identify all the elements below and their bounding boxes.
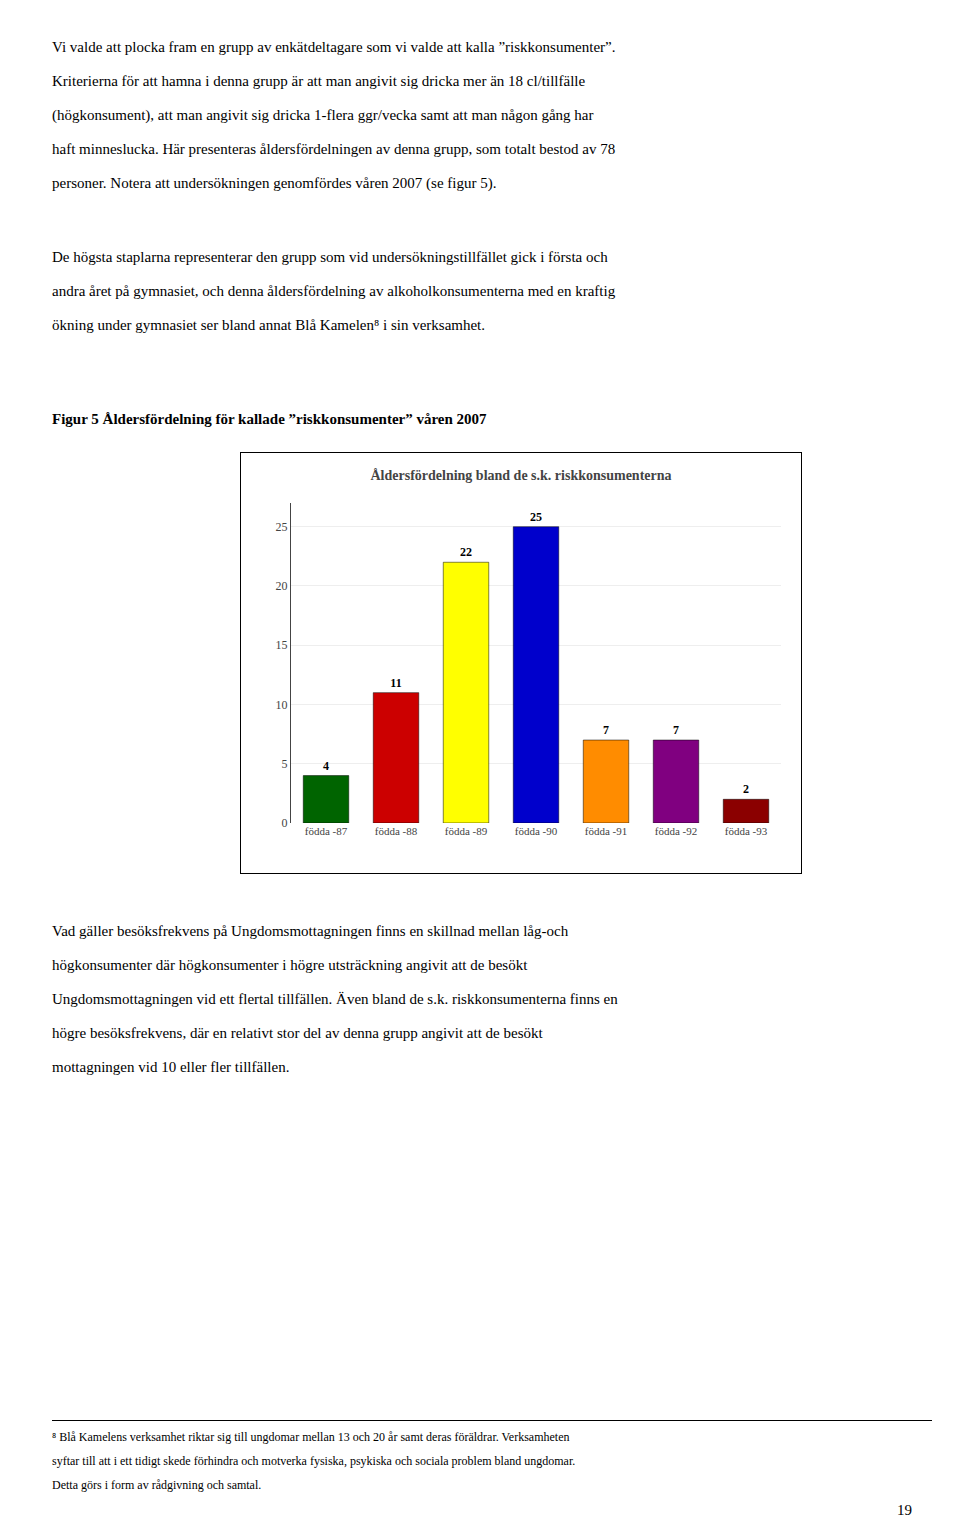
html-text:19: 19 (897, 1502, 912, 1518)
svg-text:födda -87: födda -87 (305, 825, 348, 837)
svg-text:10: 10 (276, 698, 288, 712)
svg-text:15: 15 (276, 638, 288, 652)
svg-text:7: 7 (603, 723, 609, 737)
svg-text:25: 25 (276, 520, 288, 534)
svg-text:födda -92: födda -92 (655, 825, 697, 837)
svg-text:2: 2 (743, 782, 749, 796)
svg-text:födda -88: födda -88 (375, 825, 418, 837)
html-text:⁸ Blå Kamelens verksamhet rikt: ⁸ Blå Kamelens verksamhet riktar sig til… (52, 1430, 576, 1492)
svg-text:20: 20 (276, 579, 288, 593)
svg-text:25: 25 (530, 510, 542, 524)
svg-text:0: 0 (282, 816, 288, 830)
html-text:De högsta staplarna represente: De högsta staplarna representerar den gr… (52, 249, 616, 333)
html-text:Figur 5 Åldersfördelning för k: Figur 5 Åldersfördelning för kallade ”ri… (52, 411, 487, 427)
svg-text:11: 11 (390, 676, 401, 690)
svg-text:Åldersfördelning bland de s.k.: Åldersfördelning bland de s.k. riskkonsu… (370, 468, 671, 483)
svg-text:födda -89: födda -89 (445, 825, 488, 837)
svg-text:4: 4 (323, 759, 329, 773)
svg-text:födda -93: födda -93 (725, 825, 768, 837)
html-text:Vi valde att plocka fram en gr: Vi valde att plocka fram en grupp av enk… (52, 39, 616, 191)
svg-text:7: 7 (673, 723, 679, 737)
svg-text:5: 5 (282, 757, 288, 771)
svg-text:födda -91: födda -91 (585, 825, 627, 837)
svg-text:födda -90: födda -90 (515, 825, 558, 837)
html-text:Vad gäller besöksfrekvens på U: Vad gäller besöksfrekvens på Ungdomsmott… (52, 923, 618, 1075)
svg-text:22: 22 (460, 545, 472, 559)
